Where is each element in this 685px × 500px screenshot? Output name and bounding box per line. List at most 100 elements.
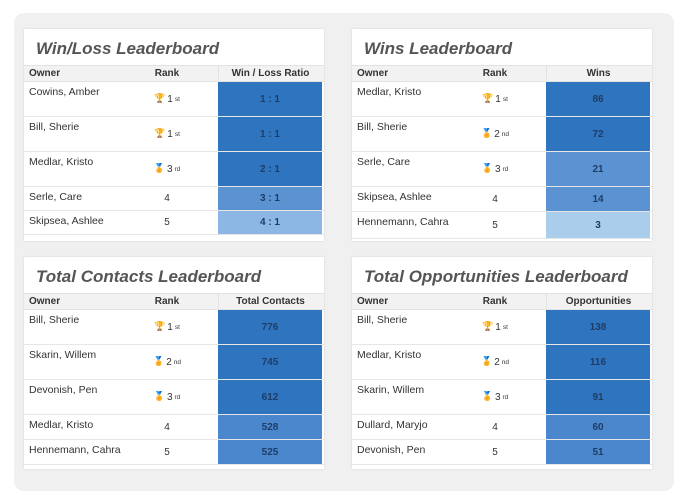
card-title: Win/Loss Leaderboard (36, 39, 220, 58)
owner-cell[interactable]: Devonish, Pen (29, 384, 98, 396)
trophy-icon: 🏆 (482, 93, 494, 104)
rank-number: 5 (164, 217, 170, 228)
rank-column-header[interactable]: Rank (482, 296, 508, 307)
owner-cell[interactable]: Skipsea, Ashlee (29, 215, 104, 227)
table-row[interactable]: Serle, Care 4 3 : 1 (24, 187, 324, 211)
owner-cell[interactable]: Bill, Sherie (29, 314, 80, 326)
owner-cell[interactable]: Skipsea, Ashlee (357, 191, 432, 203)
value-cell[interactable]: 138 (546, 310, 650, 344)
table-row[interactable]: Medlar, Kristo 4 528 (24, 415, 324, 440)
value-cell[interactable]: 60 (546, 415, 650, 439)
owner-cell[interactable]: Medlar, Kristo (357, 86, 422, 98)
value-column-header[interactable]: Wins (546, 66, 650, 81)
owner-cell[interactable]: Medlar, Kristo (357, 349, 422, 361)
owner-cell[interactable]: Serle, Care (29, 191, 83, 203)
rank-number: 1 (495, 93, 501, 105)
card-title: Total Opportunities Leaderboard (364, 267, 628, 286)
value-column-header[interactable]: Opportunities (546, 294, 650, 309)
table-row[interactable]: Hennemann, Cahra 5 525 (24, 440, 324, 465)
value-cell[interactable]: 3 : 1 (218, 187, 322, 210)
value-cell[interactable]: 3 (546, 212, 650, 238)
value-cell[interactable]: 86 (546, 82, 650, 116)
trophy-icon: 🏆 (154, 93, 166, 104)
rank-number: 2 (494, 128, 500, 140)
value-cell[interactable]: 14 (546, 187, 650, 211)
owner-cell[interactable]: Dullard, Maryjo (357, 419, 428, 431)
value-column-header[interactable]: Win / Loss Ratio (218, 66, 322, 81)
table-header: Owner Rank Opportunities (352, 293, 652, 310)
rank-number: 3 (166, 163, 173, 175)
value-cell[interactable]: 776 (218, 310, 322, 344)
rank-number: 4 (164, 193, 170, 204)
rank-cell: 4 (116, 415, 218, 439)
rank-column-header[interactable]: Rank (154, 68, 180, 79)
owner-cell[interactable]: Bill, Sherie (29, 121, 80, 133)
value-cell[interactable]: 1 : 1 (218, 117, 322, 151)
silver-medal-icon: 🏅 (152, 356, 165, 367)
owner-cell[interactable]: Serle, Care (357, 156, 411, 168)
table-row[interactable]: Skipsea, Ashlee 4 14 (352, 187, 652, 212)
silver-medal-icon: 🏅 (480, 128, 493, 139)
value-cell[interactable]: 528 (218, 415, 322, 439)
value-cell[interactable]: 4 : 1 (218, 211, 322, 234)
owner-cell[interactable]: Cowins, Amber (29, 86, 100, 98)
rank-cell: 4 (444, 187, 546, 211)
value-cell[interactable]: 72 (546, 117, 650, 151)
trophy-icon: 🏆 (154, 128, 166, 139)
owner-cell[interactable]: Bill, Sherie (357, 314, 408, 326)
value-cell[interactable]: 2 : 1 (218, 152, 322, 186)
table-row[interactable]: Devonish, Pen 5 51 (352, 440, 652, 465)
owner-column-header[interactable]: Owner (357, 68, 389, 79)
table-row[interactable]: Skipsea, Ashlee 5 4 : 1 (24, 211, 324, 235)
owner-cell[interactable]: Skarin, Willem (357, 384, 425, 396)
rank-column-header[interactable]: Rank (154, 296, 180, 307)
owner-cell[interactable]: Medlar, Kristo (29, 419, 94, 431)
owner-column-header[interactable]: Owner (29, 296, 61, 307)
rank-column-header[interactable]: Rank (482, 68, 508, 79)
table-row[interactable]: Dullard, Maryjo 4 60 (352, 415, 652, 440)
value-cell[interactable]: 116 (546, 345, 650, 379)
owner-cell[interactable]: Skarin, Willem (29, 349, 97, 361)
card-title: Total Contacts Leaderboard (36, 267, 262, 286)
table-header: Owner Rank Total Contacts (24, 293, 324, 310)
owner-cell[interactable]: Medlar, Kristo (29, 156, 94, 168)
rank-number: 5 (492, 446, 498, 458)
value-cell[interactable]: 525 (218, 440, 322, 464)
rank-suffix: st (502, 95, 508, 103)
table-row[interactable]: Hennemann, Cahra 5 3 (352, 212, 652, 239)
rank-suffix: nd (173, 358, 181, 366)
value-cell[interactable]: 1 : 1 (218, 82, 322, 116)
value-cell[interactable]: 612 (218, 380, 322, 414)
owner-cell[interactable]: Devonish, Pen (357, 444, 426, 456)
value-column-header[interactable]: Total Contacts (218, 294, 322, 309)
rank-suffix: nd (501, 130, 509, 138)
value-cell[interactable]: 51 (546, 440, 650, 464)
owner-cell[interactable]: Bill, Sherie (357, 121, 408, 133)
value-cell[interactable]: 745 (218, 345, 322, 379)
owner-cell[interactable]: Hennemann, Cahra (357, 216, 449, 228)
owner-cell[interactable]: Hennemann, Cahra (29, 444, 121, 456)
owner-column-header[interactable]: Owner (357, 296, 389, 307)
value-cell[interactable]: 91 (546, 380, 650, 414)
owner-column-header[interactable]: Owner (29, 68, 61, 79)
value-cell[interactable]: 21 (546, 152, 650, 186)
trophy-icon: 🏆 (154, 321, 166, 332)
